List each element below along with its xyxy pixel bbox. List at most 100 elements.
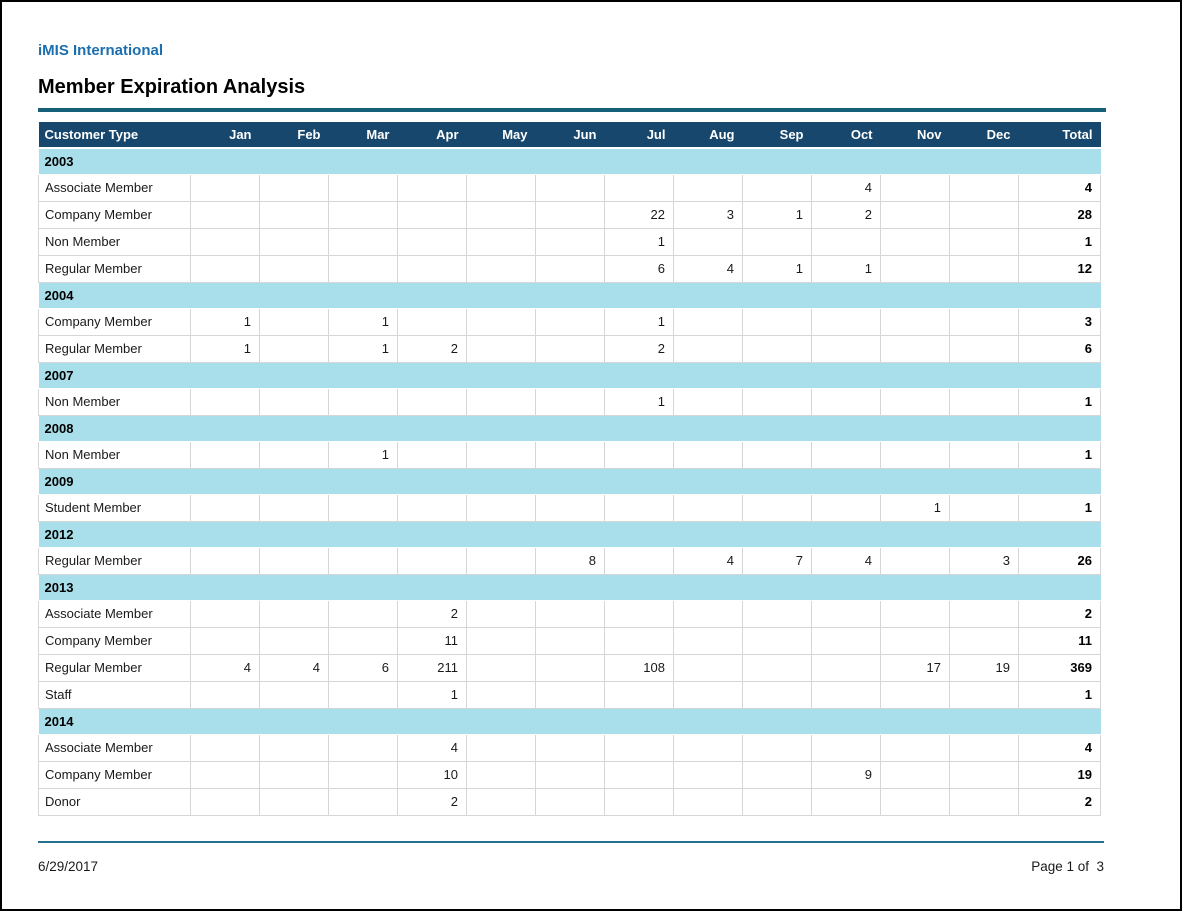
month-cell [259, 599, 329, 628]
month-cell [535, 626, 605, 655]
month-cell [673, 493, 743, 522]
total-cell: 2 [1018, 599, 1101, 628]
month-cell [397, 200, 467, 229]
customer-type-cell: Company Member [38, 760, 191, 789]
month-cell [259, 334, 329, 363]
customer-type-cell: Student Member [38, 493, 191, 522]
month-cell [190, 760, 260, 789]
month-cell [880, 307, 950, 336]
month-cell [466, 173, 536, 202]
month-cell [535, 254, 605, 283]
month-cell [535, 493, 605, 522]
month-cell [328, 227, 398, 256]
month-cell [328, 200, 398, 229]
column-header-total: Total [1018, 122, 1101, 149]
column-header-sep: Sep [742, 122, 812, 149]
month-cell [949, 599, 1019, 628]
month-cell [880, 599, 950, 628]
month-cell [811, 653, 881, 682]
month-cell [259, 787, 329, 816]
customer-type-cell: Associate Member [38, 599, 191, 628]
total-cell: 11 [1018, 626, 1101, 655]
month-cell [880, 733, 950, 762]
month-cell [742, 760, 812, 789]
table-row: Company Member 1 1 1 3 [38, 307, 1101, 336]
month-cell [259, 173, 329, 202]
month-cell [604, 733, 674, 762]
month-cell: 1 [742, 254, 812, 283]
column-header-oct: Oct [811, 122, 881, 149]
year-band-2003: 2003 [38, 147, 1101, 175]
month-cell [328, 387, 398, 416]
year-band-2004: 2004 [38, 281, 1101, 309]
month-cell [466, 599, 536, 628]
month-cell [742, 599, 812, 628]
month-cell: 2 [604, 334, 674, 363]
month-cell [949, 733, 1019, 762]
month-cell [880, 173, 950, 202]
month-cell [880, 787, 950, 816]
month-cell [949, 307, 1019, 336]
month-cell: 1 [397, 680, 467, 709]
month-cell [397, 546, 467, 575]
month-cell [949, 387, 1019, 416]
month-cell [466, 787, 536, 816]
month-cell [190, 599, 260, 628]
month-cell [259, 760, 329, 789]
month-cell [259, 626, 329, 655]
year-label: 2014 [38, 707, 1101, 735]
month-cell [535, 787, 605, 816]
month-cell: 9 [811, 760, 881, 789]
month-cell [328, 733, 398, 762]
month-cell [673, 307, 743, 336]
month-cell: 6 [328, 653, 398, 682]
column-header-may: May [466, 122, 536, 149]
month-cell [190, 546, 260, 575]
month-cell [811, 440, 881, 469]
total-cell: 2 [1018, 787, 1101, 816]
month-cell [673, 173, 743, 202]
month-cell [949, 227, 1019, 256]
month-cell [190, 440, 260, 469]
year-label: 2012 [38, 520, 1101, 548]
customer-type-cell: Company Member [38, 200, 191, 229]
month-cell [811, 787, 881, 816]
month-cell [742, 787, 812, 816]
month-cell [397, 440, 467, 469]
month-cell [466, 254, 536, 283]
table-row: Associate Member 4 4 [38, 733, 1101, 762]
total-cell: 26 [1018, 546, 1101, 575]
month-cell: 4 [259, 653, 329, 682]
month-cell [466, 440, 536, 469]
month-cell [880, 387, 950, 416]
company-name: iMIS International [38, 42, 164, 59]
month-cell [742, 387, 812, 416]
month-cell [880, 626, 950, 655]
month-cell [466, 546, 536, 575]
month-cell [397, 254, 467, 283]
table-row: Regular Member 6 4 1 1 12 [38, 254, 1101, 283]
month-cell: 1 [328, 440, 398, 469]
customer-type-cell: Donor [38, 787, 191, 816]
total-cell: 28 [1018, 200, 1101, 229]
customer-type-cell: Associate Member [38, 173, 191, 202]
month-cell [328, 760, 398, 789]
month-cell [949, 760, 1019, 789]
month-cell [673, 334, 743, 363]
table-row: Company Member 10 9 19 [38, 760, 1101, 789]
month-cell: 1 [811, 254, 881, 283]
month-cell [259, 680, 329, 709]
month-cell: 1 [190, 307, 260, 336]
footer-divider [38, 840, 1104, 843]
month-cell [535, 387, 605, 416]
month-cell [742, 626, 812, 655]
month-cell [742, 493, 812, 522]
month-cell [811, 599, 881, 628]
month-cell [673, 760, 743, 789]
month-cell [466, 493, 536, 522]
month-cell [949, 254, 1019, 283]
month-cell: 2 [811, 200, 881, 229]
month-cell [397, 227, 467, 256]
customer-type-cell: Regular Member [38, 546, 191, 575]
month-cell: 6 [604, 254, 674, 283]
